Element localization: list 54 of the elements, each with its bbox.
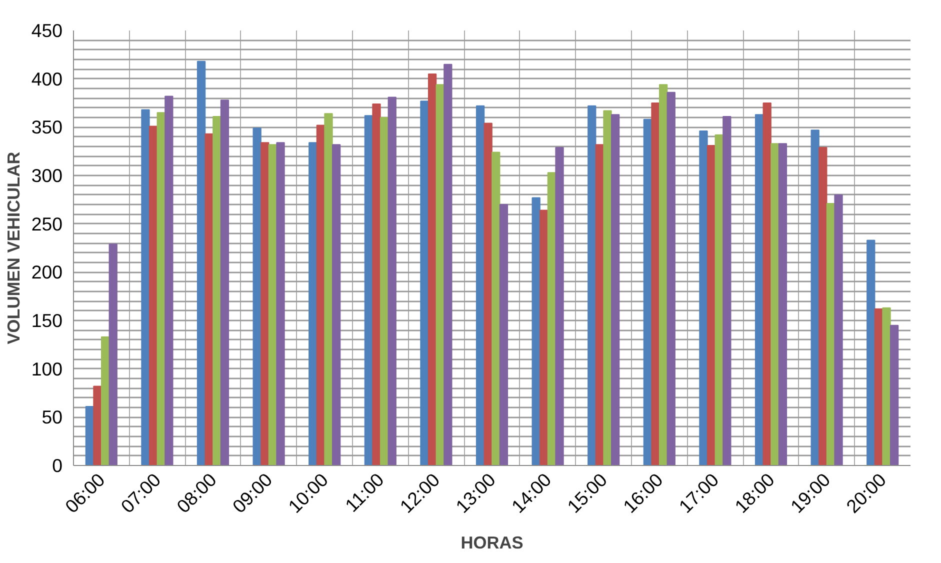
bar: [882, 307, 891, 466]
bar: [308, 142, 318, 466]
bar: [492, 152, 500, 466]
bar: [555, 146, 564, 466]
bar: [372, 103, 381, 466]
bar: [476, 105, 485, 466]
bar: [332, 144, 341, 466]
bar: [164, 96, 174, 466]
bar: [220, 100, 230, 466]
bar: [778, 143, 788, 466]
bar: [666, 92, 676, 466]
bar: [651, 102, 660, 466]
bar: [276, 142, 285, 466]
bar: [380, 117, 389, 466]
bar: [610, 114, 620, 466]
x-axis-title: HORAS: [460, 532, 524, 552]
bar: [588, 105, 596, 466]
bar: [754, 114, 764, 466]
bar: [428, 74, 437, 466]
bar: [212, 116, 222, 466]
y-tick-label: 350: [31, 116, 63, 138]
bar: [444, 64, 452, 466]
bar: [866, 240, 876, 466]
y-axis-title: VOLUMEN VEHICULAR: [3, 151, 24, 344]
y-tick-label: 250: [31, 213, 63, 234]
bar: [658, 84, 668, 466]
y-tick-label: 50: [42, 406, 63, 428]
bar: [100, 336, 110, 466]
bar: [699, 130, 708, 466]
bar: [420, 100, 429, 466]
bar: [834, 194, 843, 466]
bar: [324, 113, 333, 466]
bar: [108, 244, 118, 466]
bar: [388, 96, 396, 466]
bar: [499, 204, 508, 466]
bar: [196, 60, 206, 466]
y-tick-label: 150: [31, 310, 63, 331]
bar: [890, 324, 899, 466]
y-tick-label: 100: [31, 358, 63, 380]
bar: [141, 109, 150, 466]
y-tick-label: 200: [31, 262, 63, 283]
y-tick-label: 300: [31, 165, 63, 186]
bar: [770, 143, 780, 466]
bar: [540, 210, 548, 466]
bar: [706, 145, 716, 466]
bar: [603, 110, 612, 466]
bar: [93, 386, 102, 466]
bar: [260, 142, 270, 466]
bar: [818, 146, 828, 466]
y-tick-label: 450: [31, 20, 63, 41]
bar: [722, 116, 732, 466]
bar: [148, 126, 158, 466]
y-tick-label: 0: [52, 455, 63, 476]
y-tick-label: 400: [31, 68, 63, 90]
